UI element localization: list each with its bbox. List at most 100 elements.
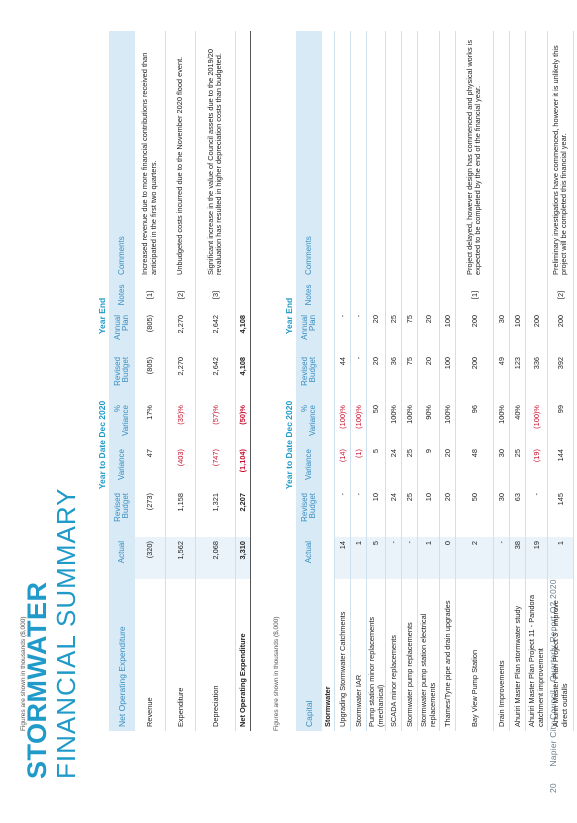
table2-cell-ye-plan: 25 [385,310,401,353]
table2-cell-variance: (1) [350,445,366,489]
table2-group-ytd: Year to Date Dec 2020 [284,400,294,490]
table1-cell-variance: (403) [165,445,195,489]
table2-cell-ye-rev: 36 [385,352,401,401]
table2-cell-notes [350,278,366,311]
table1-cell-actual: 3,310 [235,537,250,579]
table1-header-0: Net Operating Expenditure [109,579,135,731]
table2-cell-notes [417,278,439,311]
table2-cell-pct: 100% [493,401,509,445]
table2-cell-variance: 25 [509,445,525,489]
table2-cell-ye-rev: 123 [509,352,525,401]
table2-cell-rev-budget: 10 [366,489,385,537]
table2-cell-comment: Preliminary investigations have commence… [547,30,573,279]
table-row: SCADA minor replacements -24 24 100% 36 25 [385,30,401,731]
table2-cell-actual: 5 [366,537,385,579]
table2-cell-rev-budget: - [525,489,547,537]
table2-cell-label: Pump station minor replacements (mechani… [366,579,385,731]
table1-cell-comment [235,30,250,279]
table2-cell-ye-plan: 100 [509,310,525,353]
table2-cell-pct: 40% [509,401,525,445]
section-label: Stormwater [322,30,334,731]
table2-header-4: % Variance [296,401,322,445]
table1-cell-ye-plan: 2,270 [165,310,195,353]
table1-group-year-end: Year End [97,297,107,335]
table2-cell-ye-plan: 20 [417,310,439,353]
table1-cell-ye-rev: 4,108 [235,352,250,401]
table1-cell-ye-rev: 2,270 [165,352,195,401]
table2-cell-ye-plan: - [350,310,366,353]
table2-cell-variance: 30 [493,445,509,489]
capital-table: Year to Date Dec 2020 Year End Capital Ac… [282,30,574,731]
table1-cell-rev-budget: (273) [135,489,165,537]
table1-cell-pct: (50)% [235,401,250,445]
table2-cell-rev-budget: 20 [439,489,455,537]
table2-cell-actual: - [401,537,417,579]
table-row: Drain Improvements -30 30 100% 49 30 [493,30,509,731]
table2-cell-variance: 5 [366,445,385,489]
table2-header-5: Revised Budget [296,352,322,401]
table2-cell-pct: (100)% [525,401,547,445]
table1-cell-comment: Significant increase in the value of Cou… [195,30,235,279]
table2-cell-comment [509,30,525,279]
table1-cell-variance: 47 [135,445,165,489]
table2-header-1: Actual [296,537,322,579]
table1-cell-variance: (747) [195,445,235,489]
table2-cell-ye-rev: 20 [417,352,439,401]
table2-cell-pct: 100% [385,401,401,445]
table2-cell-label: Ahuriri Master Plan Project 11 - Pandora… [525,579,547,731]
table2-cell-notes [493,278,509,311]
table1-cell-rev-budget: 1,158 [165,489,195,537]
table2-cell-comment [417,30,439,279]
table1-cell-rev-budget: 1,321 [195,489,235,537]
table1-cell-label: Revenue [135,579,165,731]
table2-cell-comment [385,30,401,279]
table2-header-2: Revised Budget [296,489,322,537]
table-row: Upgrading Stormwater Catchments 14- (14) (1… [334,30,350,731]
table1-cell-label: Depreciation [195,579,235,731]
table-row: Ahuriri Master Plan Project 11 - Pandora… [525,30,547,731]
table2-cell-notes: [2] [547,278,573,311]
table1-units-note: Figures are shown in thousands ($,000) [20,616,27,731]
table2-cell-ye-plan: 30 [493,310,509,353]
table1-cell-variance: (1,104) [235,445,250,489]
table2-cell-ye-rev: 44 [334,352,350,401]
table1-cell-label: Expenditure [165,579,195,731]
table2-cell-ye-rev: 75 [401,352,417,401]
table2-cell-label: Thames/Tyne pipe and drain upgrades [439,579,455,731]
table2-cell-label: Bay View Pump Station [455,579,493,731]
table2-cell-actual: 0 [439,537,455,579]
table2-cell-ye-plan: 100 [439,310,455,353]
table2-cell-comment [525,30,547,279]
operating-expenditure-table: Year to Date Dec 2020 Year End Net Opera… [95,30,251,731]
table2-cell-label: Ahuriri Master Plan Project 3 - improve … [547,579,573,731]
table2-cell-rev-budget: 145 [547,489,573,537]
table1-cell-pct: (35)% [165,401,195,445]
table1-cell-actual: (320) [135,537,165,579]
table2-cell-notes: [1] [455,278,493,311]
table1-cell-comment: Increased revenue due to more financial … [135,30,165,279]
table1-cell-notes [235,278,250,311]
table2-cell-ye-rev: 49 [493,352,509,401]
table1-cell-pct: 17% [135,401,165,445]
table-row: Depreciation 2,068 1,321 (747) (57)% 2,642 2,6… [195,30,235,731]
table2-cell-variance: 48 [455,445,493,489]
table-row: Thames/Tyne pipe and drain upgrades 0 20 20… [439,30,455,731]
table1-cell-rev-budget: 2,207 [235,489,250,537]
table1-header-3: Variance [109,445,135,489]
table2-cell-rev-budget: 30 [493,489,509,537]
table1-header-8: Comments [109,30,135,279]
table2-cell-variance: 144 [547,445,573,489]
table2-cell-notes [334,278,350,311]
table1-cell-notes: [3] [195,278,235,311]
table1-group-ytd: Year to Date Dec 2020 [97,400,107,490]
table-row: Pump station minor replacements (mechani… [366,30,385,731]
table2-cell-pct: 50 [366,401,385,445]
table2-cell-comment [350,30,366,279]
table1-cell-comment: Unbudgeted costs incurred due to the Nov… [165,30,195,279]
table2-cell-notes [439,278,455,311]
table2-cell-actual: 38 [509,537,525,579]
table-row: Bay View Pump Station 2 50 48 96 200 200 [1] Pro… [455,30,493,731]
table2-cell-ye-plan: 200 [455,310,493,353]
table1-header-2: Revised Budget [109,489,135,537]
table2-cell-comment [439,30,455,279]
